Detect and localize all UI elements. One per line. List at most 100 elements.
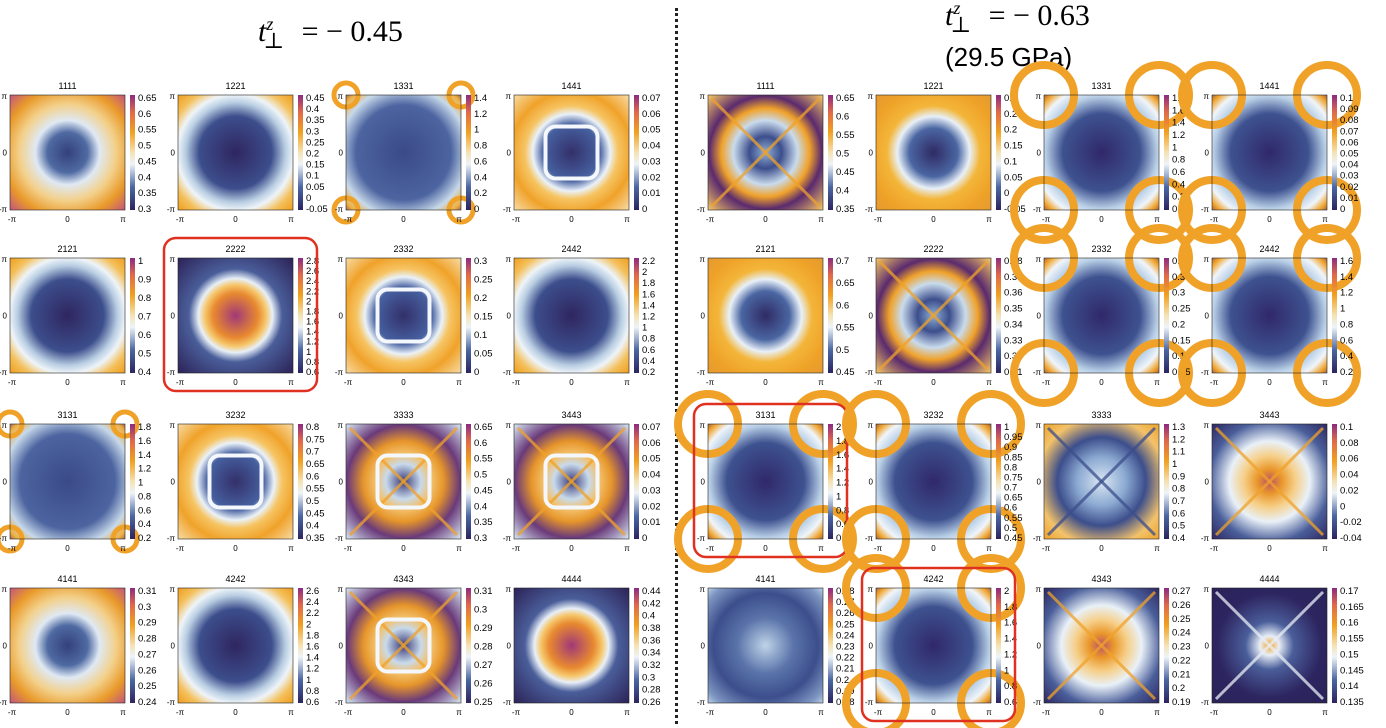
colorbar-tick: 0.4 xyxy=(474,172,487,183)
panel-label: 2222 xyxy=(225,244,245,254)
panel-label: 2332 xyxy=(1091,244,1111,254)
colorbar-tick: 0.5 xyxy=(306,496,319,507)
y-tick: -π xyxy=(503,368,512,377)
colorbar-tick: 1.8 xyxy=(138,422,151,433)
y-tick: 0 xyxy=(171,149,176,158)
diag-line xyxy=(1214,426,1325,537)
x-tick: -π xyxy=(1210,708,1219,717)
colorbar-tick: 1.2 xyxy=(1172,130,1185,141)
diag-line xyxy=(348,590,459,701)
colorbar-tick: 0.28 xyxy=(474,642,493,653)
colorbar-tick: 0.2 xyxy=(1004,125,1017,136)
inner-square xyxy=(543,453,600,510)
colorbar-tick: 0.5 xyxy=(836,149,849,160)
heatmap xyxy=(178,258,293,373)
colorbar xyxy=(828,258,833,373)
colorbar-tick: 0 xyxy=(642,204,647,215)
x-tick: -π xyxy=(176,215,185,224)
colorbar-tick: 0.3 xyxy=(138,204,151,215)
panel-label: 1111 xyxy=(58,81,76,91)
colorbar-tick: 0.2 xyxy=(1172,192,1185,203)
colorbar-tick: 0.35 xyxy=(474,517,493,528)
y-tick: π xyxy=(169,255,175,264)
colorbar-tick: 1.4 xyxy=(1340,272,1353,283)
heatmap xyxy=(178,588,293,703)
colorbar-tick: 0.65 xyxy=(474,422,493,433)
y-tick: π xyxy=(1203,255,1209,264)
y-tick: 0 xyxy=(1037,149,1042,158)
x-tick: -π xyxy=(344,544,353,553)
colorbar xyxy=(1332,95,1337,210)
y-tick: -π xyxy=(0,534,7,543)
heatmap-frame xyxy=(9,94,126,211)
panel-left-2332: 2332 π 0 -π-π 0 π 0.3 0.25 0.2 0.15 0.1 0.05 0 xyxy=(335,244,493,387)
colorbar-tick: 0.26 xyxy=(642,697,661,708)
colorbar-tick: 0.15 xyxy=(474,312,493,323)
colorbar-tick: 0.27 xyxy=(138,649,157,660)
colorbar-tick: 0.01 xyxy=(1340,193,1359,204)
panel-left-3333: 3333 π 0 -π-π 0 π 0.65 0.6 0.55 0.5 0.45 0.4 0.35 0.3 xyxy=(335,410,493,553)
panel-label: 1221 xyxy=(923,81,943,91)
colorbar-tick: 0.36 xyxy=(642,635,661,646)
panel-left-1441: 1441 π 0 -π-π 0 π 0.07 0.06 0.05 0.04 0.03 0.02 0.01… xyxy=(503,81,661,224)
colorbar-tick: 0.35 xyxy=(1172,272,1191,283)
heatmap-frame xyxy=(513,94,630,211)
colorbar-tick: 0.06 xyxy=(1340,454,1359,465)
colorbar xyxy=(828,424,833,539)
colorbar xyxy=(298,588,303,703)
panel-label: 3131 xyxy=(755,410,775,420)
y-tick: π xyxy=(1035,585,1041,594)
colorbar-tick: 0.06 xyxy=(642,109,661,120)
colorbar-tick: 0.8 xyxy=(138,491,151,502)
x-tick: π xyxy=(456,215,462,224)
colorbar-tick: -0.04 xyxy=(1340,533,1362,544)
colorbar-tick: 0.7 xyxy=(1172,496,1185,507)
y-tick: π xyxy=(169,421,175,430)
colorbar-tick: 0.65 xyxy=(836,278,855,289)
x-tick: -π xyxy=(176,544,185,553)
colorbar-tick: 1 xyxy=(1172,142,1177,153)
panel-label: 2442 xyxy=(561,244,581,254)
x-tick: -π xyxy=(512,544,521,553)
y-tick: -π xyxy=(1201,368,1210,377)
y-tick: -π xyxy=(503,534,512,543)
x-tick: 0 xyxy=(1267,544,1272,553)
colorbar-tick: 0.6 xyxy=(474,438,487,449)
y-tick: -π xyxy=(0,698,7,707)
colorbar-tick: 0.36 xyxy=(1004,288,1023,299)
colorbar-tick: 0.65 xyxy=(836,93,855,104)
x-tick: π xyxy=(1322,708,1328,717)
x-tick: -π xyxy=(706,378,715,387)
x-tick: -π xyxy=(874,544,883,553)
y-tick: π xyxy=(337,92,343,101)
x-tick: π xyxy=(624,708,630,717)
colorbar xyxy=(298,258,303,373)
colorbar-tick: 1.3 xyxy=(1172,422,1185,433)
colorbar-tick: 0.55 xyxy=(474,454,493,465)
colorbar-tick: 0 xyxy=(306,193,311,204)
panel-label: 4444 xyxy=(561,574,581,584)
x-tick: π xyxy=(818,215,824,224)
y-tick: π xyxy=(1035,255,1041,264)
colorbar-tick: 0.35 xyxy=(138,188,157,199)
colorbar-tick: 1.6 xyxy=(1172,105,1185,116)
y-tick: -π xyxy=(1033,368,1042,377)
heatmap-frame xyxy=(177,94,294,211)
x-tick: -π xyxy=(8,378,17,387)
heatmap-frame xyxy=(1211,94,1328,211)
colorbar-tick: 0.6 xyxy=(138,330,151,341)
heatmap-frame xyxy=(1211,587,1328,704)
colorbar-tick: 0.25 xyxy=(1004,109,1023,120)
highlight-box xyxy=(860,566,1017,723)
panel-label: 4141 xyxy=(57,574,77,584)
colorbar-tick: 1.2 xyxy=(1172,434,1185,445)
diag-line xyxy=(710,97,821,208)
heatmap xyxy=(346,95,461,210)
x-tick: π xyxy=(1154,215,1160,224)
colorbar-tick: 0.28 xyxy=(138,634,157,645)
x-tick: 0 xyxy=(763,708,768,717)
colorbar-tick: 0.8 xyxy=(642,334,655,345)
y-tick: -π xyxy=(697,534,706,543)
y-tick: -π xyxy=(697,368,706,377)
colorbar-tick: 0.135 xyxy=(1340,697,1364,708)
